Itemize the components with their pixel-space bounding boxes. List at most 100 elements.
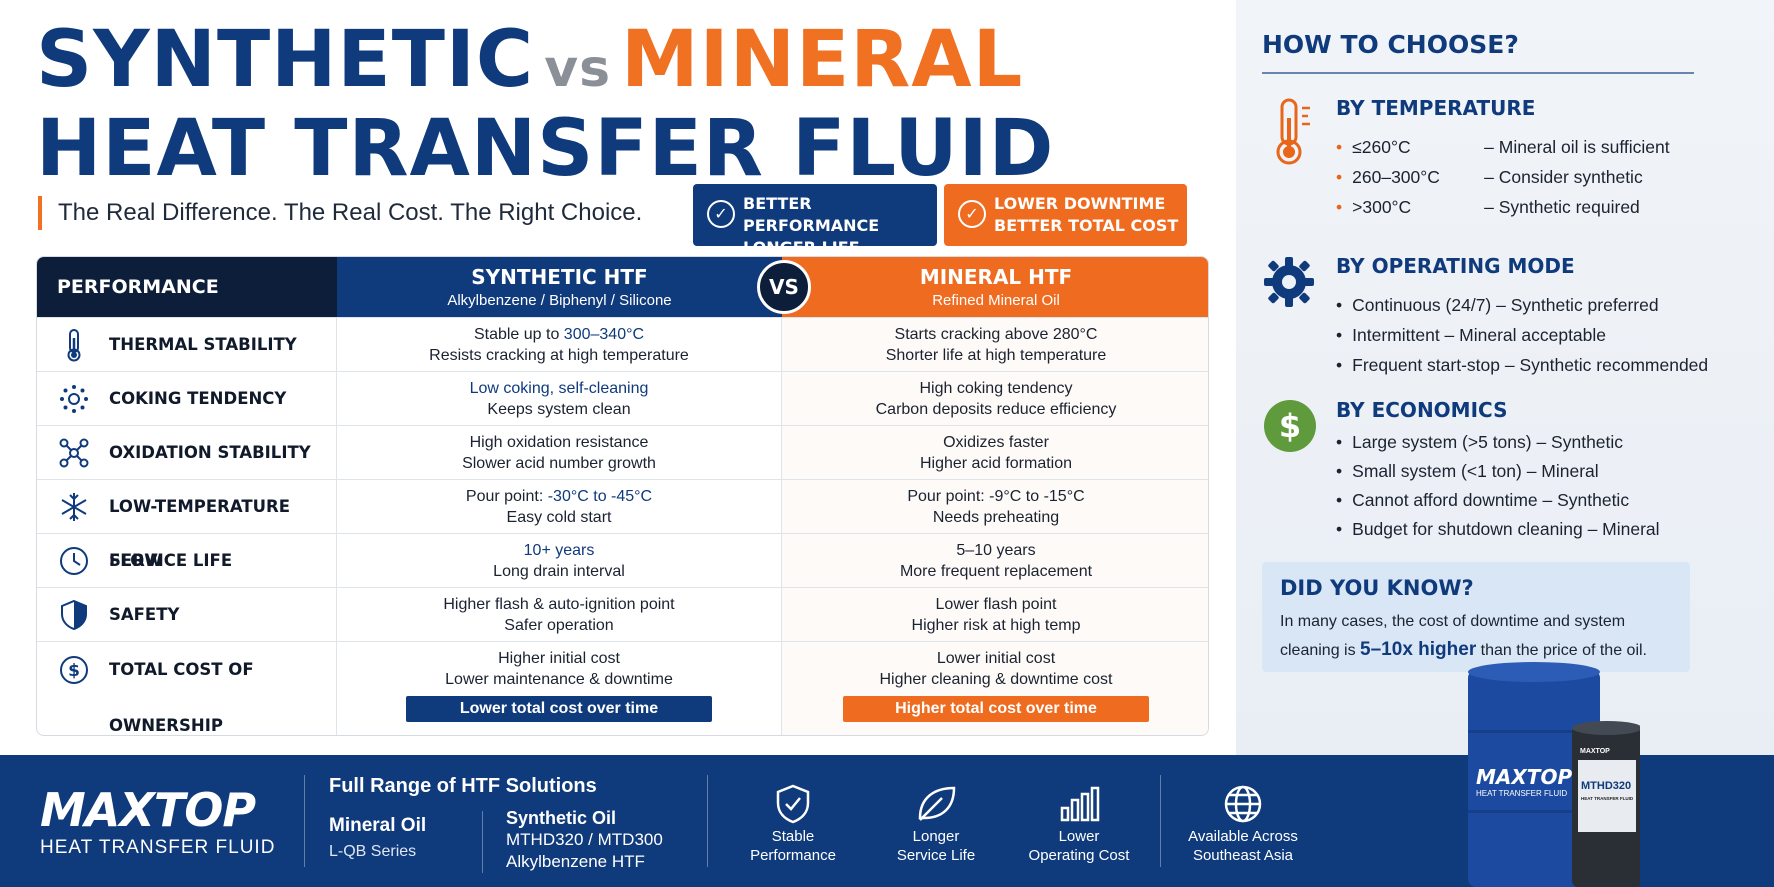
cell-text: Lower maintenance & downtime [445, 671, 673, 688]
list-item: Large system (>5 tons) – Synthetic [1336, 428, 1660, 457]
cell-text: High coking tendency [919, 380, 1073, 397]
cell-text: Higher cleaning & downtime cost [879, 671, 1113, 688]
brand-subtitle: HEAT TRANSFER FLUID [40, 837, 276, 858]
temp-range: 260–300°C [1352, 167, 1440, 187]
table-row: LOW-TEMPERATURE FLOW Pour point: -30°C t… [37, 479, 1208, 570]
cell-highlight: -30°C to -45°C [547, 488, 653, 505]
range-title: Full Range of HTF Solutions [329, 775, 597, 797]
pill-line2: LONGER LIFE [743, 238, 860, 257]
snowflake-icon [57, 490, 91, 524]
cell-text: Starts cracking above 280°C [894, 326, 1098, 343]
feature-line1: Lower [1058, 828, 1100, 845]
temp-advice: – Consider synthetic [1484, 167, 1643, 187]
mineral-cell: Oxidizes faster Higher acid formation [782, 426, 1208, 479]
list-item: ≤260°C – Mineral oil is sufficient [1336, 132, 1670, 162]
globe-icon [1168, 781, 1318, 827]
cell-text: Keeps system clean [487, 401, 631, 418]
cell-text: Safer operation [504, 617, 614, 634]
cell-text: Pour point: -9°C to -15°C [907, 488, 1085, 505]
cell-text: Higher flash & auto-ignition point [443, 596, 675, 613]
mineral-summary-bar: Higher total cost over time [843, 696, 1149, 722]
cell-text: Needs preheating [932, 509, 1060, 526]
list-item: Budget for shutdown cleaning – Mineral [1336, 515, 1659, 544]
synthetic-summary-bar: Lower total cost over time [406, 696, 712, 722]
synthetic-type: Alkylbenzene HTF [506, 852, 645, 871]
list-item: >300°C – Synthetic required [1336, 192, 1670, 222]
temp-advice: – Mineral oil is sufficient [1484, 137, 1670, 157]
row-label: TOTAL COST OF OWNERSHIP [109, 660, 254, 735]
list-item: Frequent start-stop – Synthetic recommen… [1336, 350, 1708, 380]
synthetic-title: SYNTHETIC HTF [471, 265, 648, 289]
temp-advice: – Synthetic required [1484, 197, 1640, 217]
gear-icon [1262, 254, 1322, 314]
divider [1160, 775, 1161, 867]
thermometer-icon [57, 328, 91, 362]
cell-text: Easy cold start [506, 509, 612, 526]
drum-logo: MAXTOP [1476, 765, 1573, 789]
temp-range: >300°C [1352, 197, 1412, 217]
synthetic-cell: Stable up to 300–340°C Resists cracking … [337, 318, 782, 371]
how-to-choose-heading: HOW TO CHOOSE? [1262, 30, 1519, 59]
cell-text: Higher initial cost [498, 650, 620, 667]
synthetic-name: Synthetic Oil [506, 808, 617, 828]
cell-text: Stable up to [473, 326, 564, 343]
dyk-line2-end: than the price of the oil. [1476, 642, 1647, 659]
synthetic-cell: Pour point: -30°C to -45°C Easy cold sta… [337, 480, 782, 533]
leaf-icon [861, 781, 1011, 827]
comparison-table: PERFORMANCE SYNTHETIC HTF Alkylbenzene /… [36, 256, 1209, 736]
pill-line2: BETTER TOTAL COST [994, 216, 1179, 235]
synthetic-product: Synthetic Oil MTHD320 / MTD300 Alkylbenz… [506, 807, 663, 873]
list-item: Small system (<1 ton) – Mineral [1336, 457, 1660, 486]
table-row: OXIDATION STABILITY High oxidation resis… [37, 425, 1208, 479]
pill-downtime: ✓ LOWER DOWNTIME BETTER TOTAL COST [944, 184, 1187, 246]
cell-text: High oxidation resistance [469, 434, 649, 451]
pill-line1: LOWER DOWNTIME [994, 194, 1166, 213]
drum-sub: HEAT TRANSFER FLUID [1476, 789, 1568, 798]
header-performance: PERFORMANCE [37, 257, 337, 317]
check-circle-icon: ✓ [707, 200, 735, 228]
row-label-cell: LOW-TEMPERATURE FLOW [37, 480, 337, 570]
row-label: SAFETY [109, 605, 180, 624]
feature-service-life: Longer Service Life [861, 781, 1011, 865]
header-mineral: MINERAL HTF Refined Mineral Oil [782, 257, 1208, 317]
row-label: THERMAL STABILITY [109, 335, 297, 354]
temp-range: ≤260°C [1352, 137, 1411, 157]
shield-check-icon [718, 781, 868, 827]
dyk-highlight: 5–10x higher [1360, 639, 1477, 660]
mineral-series: L-QB Series [329, 843, 417, 860]
pill-line1: BETTER PERFORMANCE [743, 194, 880, 235]
temperature-list: ≤260°C – Mineral oil is sufficient 260–30… [1336, 132, 1670, 222]
synthetic-cell: Low coking, self-cleaning Keeps system c… [337, 372, 782, 425]
mineral-cell: 5–10 years More frequent replacement [782, 534, 1208, 587]
dollar-icon: $ [57, 653, 91, 687]
row-label-cell: SAFETY [37, 588, 337, 641]
row-label: OXIDATION STABILITY [109, 443, 311, 462]
svg-text:$: $ [68, 661, 80, 681]
section-title: BY OPERATING MODE [1336, 254, 1575, 278]
feature-line2: Southeast Asia [1192, 847, 1294, 864]
cell-text: Pour point: [465, 488, 548, 505]
check-circle-icon: ✓ [958, 200, 986, 228]
feature-line1: Longer [912, 828, 960, 845]
cell-text: More frequent replacement [899, 563, 1093, 580]
feature-line1: Stable [771, 828, 815, 845]
product-drums-image: MAXTOP HEAT TRANSFER FLUID MAXTOP MTHD32… [1460, 660, 1642, 887]
did-you-know-title: DID YOU KNOW? [1280, 576, 1474, 600]
mineral-cell: Lower flash point Higher risk at high te… [782, 588, 1208, 641]
title-synthetic: SYNTHETIC [36, 15, 535, 105]
pail-sub: HEAT TRANSFER FLUID [1581, 796, 1634, 801]
pail-logo: MAXTOP [1580, 748, 1610, 755]
cell-text: 5–10 years [956, 542, 1036, 559]
thermometer-icon [1262, 96, 1322, 165]
feature-line2: Service Life [896, 847, 976, 864]
synthetic-series: MTHD320 / MTD300 [506, 830, 663, 849]
header-synthetic: SYNTHETIC HTF Alkylbenzene / Biphenyl / … [337, 257, 782, 317]
title-line2: HEAT TRANSFER FLUID [36, 104, 1055, 194]
synthetic-cell: 10+ years Long drain interval [337, 534, 782, 587]
clock-icon [57, 544, 91, 578]
did-you-know-box: DID YOU KNOW? In many cases, the cost of… [1262, 562, 1690, 672]
table-row: THERMAL STABILITY Stable up to 300–340°C… [37, 317, 1208, 371]
row-label-cell: $ TOTAL COST OF OWNERSHIP [37, 642, 337, 735]
row-label-cell: SERVICE LIFE [37, 534, 337, 587]
brand-logo: MAXTOP [40, 783, 256, 837]
